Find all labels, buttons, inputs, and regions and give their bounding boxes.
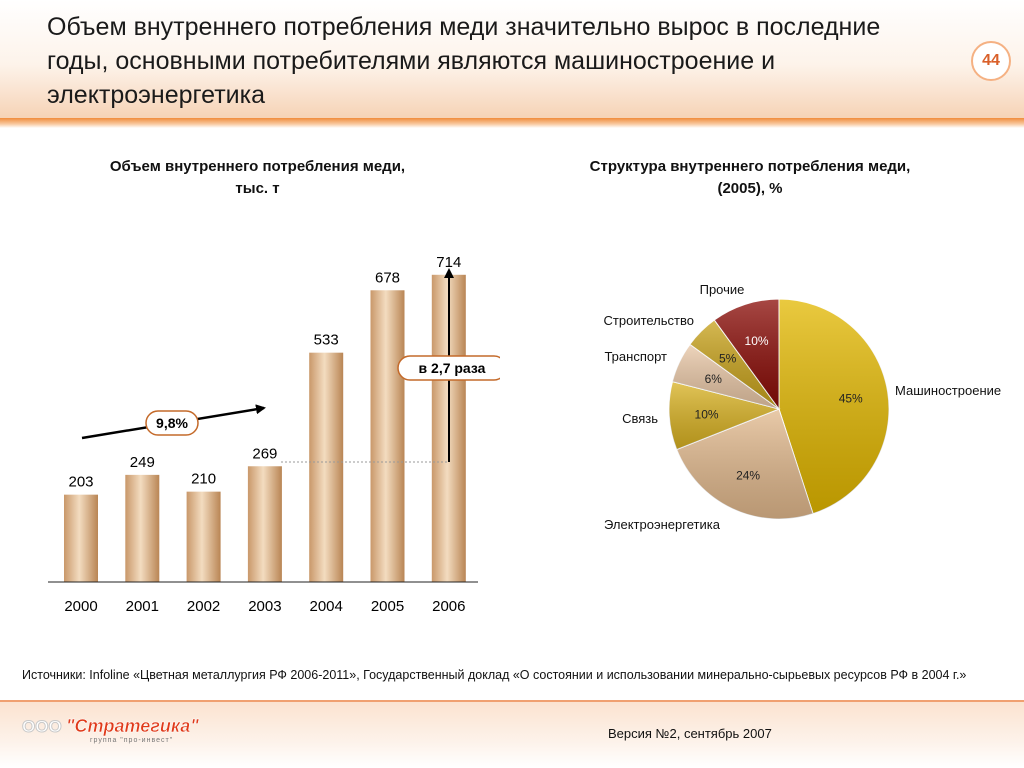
bar-2001 [125,474,160,582]
bar-category-label: 2002 [187,598,220,615]
bar-category-label: 2001 [126,598,159,615]
svg-text:ООО: ООО [22,717,62,736]
pie-chart: 45% Машиностроение 24% Электроэнергетика 10%… [604,282,1002,532]
growth-label-box [397,355,500,381]
pie-slice-shading [669,381,779,450]
slide-header [0,0,1024,118]
bar-value-label: 210 [191,471,216,488]
pie-category-label: Электроэнергетика [604,517,721,532]
bar-2003 [247,466,282,582]
sources-note: Источники: Infoline «Цветная металлургия… [22,668,967,682]
bar-value-label: 203 [68,474,93,491]
growth-label: в 2,7 раза [419,360,486,376]
company-logo: ООО "Стратегика" группа "про-инвест" [22,716,200,744]
cagr-label: 9,8% [156,415,188,431]
bar-2000 [64,494,98,582]
pie-category-label: Транспорт [604,349,667,364]
footer-band [0,702,1024,768]
pie-category-label: Прочие [700,282,745,297]
pie-percent-label: 6% [705,372,723,386]
svg-text:группа "про-инвест": группа "про-инвест" [90,737,173,744]
bar-value-label: 678 [375,269,400,286]
bar-category-label: 2003 [248,598,281,615]
bar-2004 [309,352,344,582]
bar-2002 [186,491,221,582]
pie-chart-title: Структура внутреннего потребления меди, … [589,158,911,197]
pie-category-label: Строительство [604,313,694,328]
pie-slice-shading [672,344,779,409]
bar-category-label: 2005 [371,598,404,615]
bar-category-label: 2006 [432,598,465,615]
version-label: Версия №2, сентябрь 2007 [608,726,772,741]
bar-category-label: 2000 [64,598,97,615]
pie-percent-label: 45% [839,392,863,406]
bar-value-label: 269 [252,445,277,462]
pie-percent-label: 5% [719,352,737,366]
pie-slice-shading [690,320,779,409]
bar-value-label: 533 [314,332,339,349]
svg-text:"Стратегика": "Стратегика" [66,716,199,736]
cagr-label-box [145,410,199,436]
pie-percent-label: 24% [736,469,760,483]
bar-value-label: 714 [436,254,461,271]
pie-slice-shading [779,299,889,514]
bar-chart-title: Объем внутреннего потребления меди, тыс.… [109,158,406,197]
pie-percent-label: 10% [695,408,719,422]
header-divider [0,118,1024,128]
pie-category-label: Машиностроение [895,383,1001,398]
slide-title: Объем внутреннего потребления меди значи… [47,13,881,109]
pie-percent-label: 10% [745,334,769,348]
page-number-badge: 44 [971,41,1011,81]
bar-category-label: 2004 [310,598,343,615]
pie-slice-shading [714,299,779,409]
bar-chart: 203 2000 249 2001 210 2002 269 2003 533 2004 678 20… [48,254,500,615]
bar-value-label: 249 [130,454,155,471]
pie-category-label: Связь [622,411,658,426]
footer-divider [0,700,1024,702]
bar-2005 [370,290,405,582]
